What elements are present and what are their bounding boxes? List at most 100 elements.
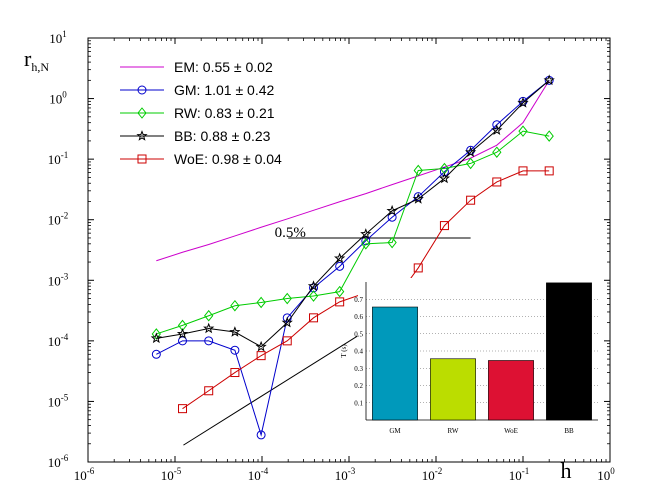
inset-category-label: GM: [389, 427, 401, 435]
data-point-rw: [256, 296, 266, 309]
data-point-woe: [309, 313, 319, 323]
data-point-woe: [256, 351, 266, 361]
series-em: [156, 80, 550, 262]
inset-bar-gm: [372, 306, 418, 421]
inset-category-label: WoE: [504, 427, 518, 435]
legend-marker-bb: [136, 130, 148, 141]
data-point-bb: [412, 193, 424, 204]
data-point-bb: [386, 204, 398, 216]
data-point-gm: [204, 336, 214, 346]
y-axis-label: rh,N: [24, 46, 49, 74]
x-tick-label: 10-6: [74, 466, 95, 483]
y-tick-label: 10-3: [48, 271, 69, 288]
data-point-bb: [438, 172, 451, 184]
legend-label-gm: GM: 1.01 ± 0.42: [174, 82, 275, 98]
legend-marker-gm: [137, 85, 147, 95]
legend-label-bb: BB: 0.88 ± 0.23: [174, 128, 271, 144]
x-tick-label: 10-1: [509, 466, 530, 483]
data-point-woe: [335, 297, 345, 307]
inset-category-label: BB: [564, 427, 574, 435]
data-point-gm: [178, 336, 188, 346]
inset-bar-chart: 0.1 0.2 0.3 0.4 0.5 0.6 0.7 T (s) GM RW WoE BB: [340, 278, 604, 440]
series-line-em: [156, 80, 550, 262]
inset-y-tick-label: 0.6: [354, 313, 363, 321]
x-tick-label: 10-2: [422, 466, 443, 483]
legend: EM: 0.55 ± 0.02 GM: 1.01 ± 0.42 RW: 0.83 ±…: [120, 59, 282, 167]
data-point-rw: [544, 130, 554, 142]
data-point-gm: [492, 120, 502, 130]
data-point-bb: [491, 124, 503, 136]
inset-y-tick-label: 0.5: [354, 330, 363, 338]
data-point-rw: [230, 299, 240, 312]
data-point-bb: [360, 228, 372, 239]
data-point-rw: [413, 164, 423, 177]
data-point-gm: [335, 261, 345, 271]
y-tick-label: 101: [49, 29, 67, 46]
data-point-bb: [150, 332, 162, 344]
data-point-rw: [335, 285, 345, 298]
x-tick-label: 10-5: [161, 466, 182, 483]
data-point-gm: [439, 167, 449, 177]
series-line-rw: [156, 130, 550, 335]
data-point-gm: [230, 345, 240, 355]
data-point-woe: [518, 166, 528, 176]
threshold-label: 0.5%: [275, 225, 306, 241]
reference-slope-line: [183, 335, 358, 446]
data-point-woe: [230, 368, 240, 378]
data-point-bb: [517, 96, 529, 108]
series-line-bb: [156, 79, 550, 348]
data-point-woe: [439, 221, 449, 231]
legend-marker-rw: [137, 107, 147, 119]
series-line-gm: [156, 79, 550, 437]
x-tick-label: 10-4: [248, 466, 269, 483]
legend-marker-woe: [137, 154, 147, 164]
inset-bar-rw: [430, 358, 476, 421]
data-point-rw: [308, 290, 319, 302]
data-point-rw: [492, 146, 502, 159]
data-point-bb: [255, 340, 267, 352]
inset-bar-bb: [546, 282, 592, 421]
inset-y-tick-label: 0.3: [354, 365, 363, 373]
series-rw: [151, 125, 554, 340]
x-axis-label: h: [561, 458, 572, 483]
data-point-gm: [256, 430, 266, 440]
inset-y-tick-label: 0.7: [354, 296, 363, 304]
data-point-rw: [387, 236, 397, 249]
y-tick-label: 10-6: [48, 453, 69, 470]
data-point-rw: [361, 238, 371, 250]
y-tick-label: 10-4: [48, 332, 69, 349]
data-point-woe: [204, 386, 214, 396]
data-point-rw: [151, 328, 161, 340]
data-point-rw: [518, 125, 528, 137]
data-point-bb: [543, 74, 555, 86]
data-point-woe: [492, 177, 502, 187]
data-point-bb: [176, 328, 189, 339]
data-point-woe: [466, 195, 476, 205]
data-point-gm: [309, 283, 319, 293]
data-point-rw: [282, 292, 292, 305]
data-point-gm: [151, 349, 161, 359]
data-point-woe: [413, 263, 423, 273]
inset-bar-woe: [488, 360, 534, 421]
inset-y-tick-label: 0.1: [354, 399, 363, 407]
data-point-bb: [229, 326, 241, 337]
data-point-bb: [307, 280, 320, 291]
data-point-rw: [465, 157, 476, 170]
data-point-woe: [178, 404, 188, 414]
y-tick-label: 100: [49, 90, 67, 107]
data-point-woe: [282, 336, 292, 346]
y-tick-label: 10-2: [48, 211, 69, 228]
inset-category-label: RW: [448, 427, 459, 435]
series-bb: [150, 74, 555, 352]
y-tick-label: 10-5: [48, 392, 69, 409]
x-tick-label: 10-3: [335, 466, 356, 483]
data-point-bb: [281, 316, 293, 328]
data-point-bb: [203, 322, 215, 334]
data-point-bb: [464, 146, 477, 158]
inset-y-tick-label: 0.4: [354, 348, 363, 356]
legend-label-em: EM: 0.55 ± 0.02: [174, 59, 273, 75]
main-plot: 10-6 10-5 10-4 10-3 10-2 10-1 100 10-6 10-5 10-4 1…: [24, 29, 615, 483]
inset-y-axis-label: T (s): [340, 344, 348, 358]
legend-label-woe: WoE: 0.98 ± 0.04: [174, 151, 282, 167]
